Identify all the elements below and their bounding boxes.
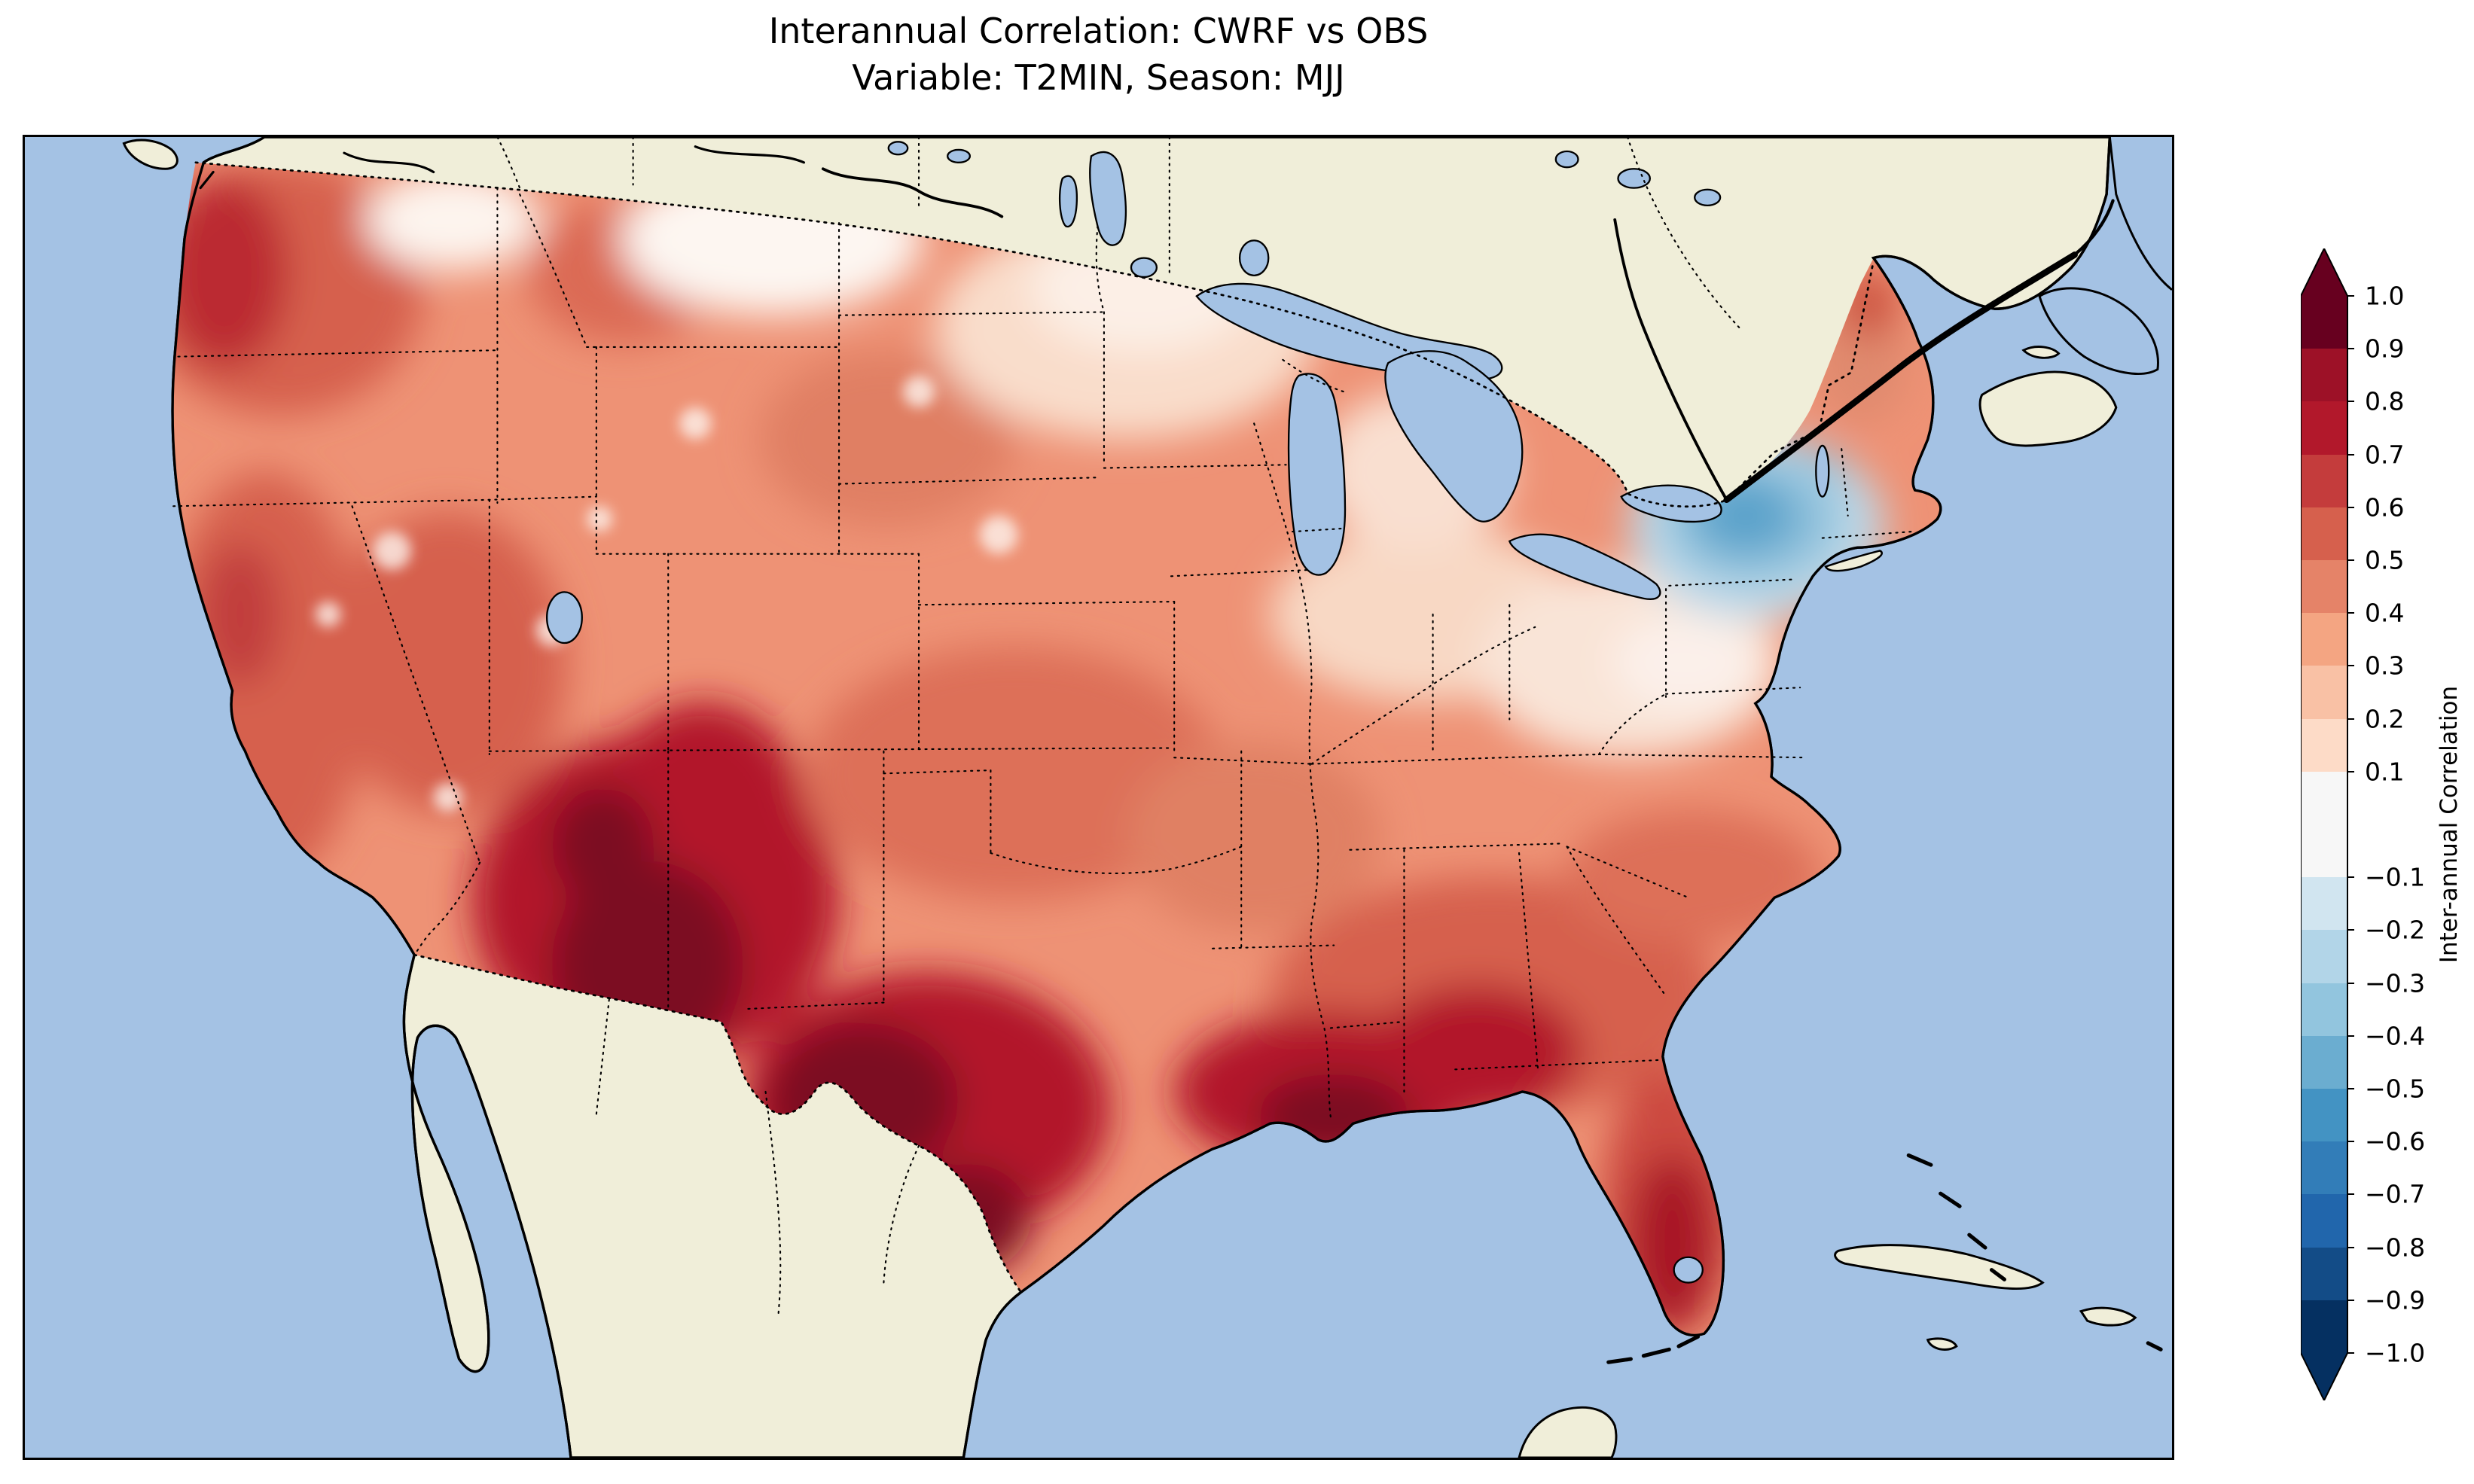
colorbar-tick-label: −0.1: [2365, 862, 2426, 892]
colorbar-segment: [2301, 772, 2347, 877]
lake-okeechobee: [1673, 1256, 1704, 1284]
coastline-overlay: [171, 137, 2112, 1458]
prince-edward-island: [2021, 346, 2061, 359]
province-borders: [496, 137, 1743, 1315]
colorbar-segment: [2301, 455, 2347, 507]
bc-coast-fjord-1: [199, 170, 215, 190]
florida-keys: [1606, 1334, 1700, 1364]
vancouver-island: [122, 139, 178, 170]
figure-title-line1: Interannual Correlation: CWRF vs OBS: [768, 11, 1429, 51]
state-borders: [172, 187, 1913, 1118]
colorbar-tick-label: 0.3: [2365, 651, 2405, 681]
colorbar-segment: [2301, 1194, 2347, 1248]
lake-erie: [1508, 533, 1661, 600]
colorbar: 1.0 0.9 0.8 0.7 0.6 0.5 0.4 0.3 0.2 0.1 …: [2289, 248, 2474, 1400]
colorbar-segment: [2301, 507, 2347, 560]
colorbar-tick-label: −0.7: [2365, 1179, 2426, 1209]
great-salt-lake: [545, 591, 583, 644]
antilles: [2146, 1341, 2163, 1351]
st-lawrence-river: [1723, 251, 2078, 504]
hispaniola: [2079, 1306, 2137, 1327]
us-mexico-border: [413, 953, 1023, 1294]
colorbar-segment: [2301, 1248, 2347, 1300]
colorbar-segment: [2301, 983, 2347, 1036]
island-chains: [1606, 1153, 2163, 1364]
colorbar-tick-label: 0.4: [2365, 598, 2405, 628]
colorbar-segment: [2301, 613, 2347, 666]
colorbar-tick-label: −0.3: [2365, 968, 2426, 998]
colorbar-tick-label: −0.4: [2365, 1021, 2426, 1051]
colorbar-segment: [2301, 1300, 2347, 1353]
figure-title-line2: Variable: T2MIN, Season: MJJ: [852, 57, 1345, 98]
colorb­ar-segment: [2301, 666, 2347, 719]
lake-winnipegosis: [1059, 175, 1078, 228]
us-canada-border: [194, 161, 1875, 508]
colorbar-segment: [2301, 1036, 2347, 1089]
colorbar-extend-over-triangle: [2301, 248, 2347, 296]
ottawa-river: [1613, 218, 1728, 501]
colorbar-tick-label: 1.0: [2365, 281, 2405, 311]
colorbar-extend-under-triangle: [2301, 1353, 2347, 1400]
jamaica: [1926, 1337, 1958, 1351]
colorbar-ticks: [2347, 295, 2354, 1354]
map-axes: [23, 135, 2174, 1460]
colorbar-tick-label: 0.2: [2365, 704, 2405, 734]
colorbar-segment: [2301, 349, 2347, 401]
prairie-lake-1: [887, 141, 909, 156]
figure-title: Interannual Correlation: CWRF vs OBS Var…: [23, 8, 2174, 101]
colorbar-segment: [2301, 1089, 2347, 1141]
islands: [122, 139, 2137, 1458]
lake-ontario: [1620, 484, 1722, 523]
colorbar-segment: [2301, 296, 2347, 349]
colorbar-segment: [2301, 877, 2347, 930]
colorbar-tick-label: −0.5: [2365, 1074, 2426, 1104]
lake-huron: [1384, 350, 1524, 523]
colorbar-segment: [2301, 401, 2347, 455]
nova-scotia: [1978, 370, 2118, 447]
colorbar-tick-label: 0.9: [2365, 334, 2405, 364]
prairie-lake-2: [947, 148, 972, 163]
colorbar-segment: [2301, 1141, 2347, 1194]
colorbar-tick-label: −1.0: [2365, 1338, 2426, 1368]
international-borders: [194, 161, 1875, 1294]
colorbar-segment: [2301, 930, 2347, 983]
colorbar-tick-label: 0.8: [2365, 386, 2405, 416]
lake-winnipeg: [1089, 151, 1127, 246]
long-island: [1824, 550, 1883, 572]
lake-champlain: [1815, 444, 1830, 498]
churchill-river: [694, 145, 806, 164]
lake-of-the-woods: [1130, 257, 1158, 279]
st-lawrence-estuary: [2073, 199, 2115, 257]
lake-nipigon: [1238, 239, 1270, 277]
gulf-of-st-lawrence: [2038, 137, 2172, 375]
cuba: [1834, 1244, 2045, 1291]
map-canvas: [25, 137, 2172, 1458]
colorbar-tick-label: −0.2: [2365, 915, 2426, 945]
colorbar-bar: [2301, 248, 2354, 1400]
yucatan: [1518, 1406, 1618, 1458]
colorbar-tick-label: 0.5: [2365, 545, 2405, 575]
quebec-lake-2: [1694, 188, 1722, 207]
colorbar-axis-label: Inter-annual Correlation: [2436, 685, 2463, 964]
lake-michigan: [1287, 373, 1347, 576]
ontario-lake: [1554, 150, 1579, 169]
bahamas: [1906, 1153, 2006, 1281]
colorbar-tick-label: −0.8: [2365, 1233, 2426, 1263]
colorbar-tick-label: 0.6: [2365, 492, 2405, 523]
bc-coast-fjord-2: [343, 151, 435, 174]
colorbar-tick-label: 0.1: [2365, 757, 2405, 787]
colorbar-segment: [2301, 719, 2347, 772]
correlation-blobs: [172, 162, 1909, 1336]
colorbar-tick-label: −0.9: [2365, 1285, 2426, 1315]
colorbar-segment: [2301, 560, 2347, 613]
rivers: [199, 145, 2115, 504]
quebec-lake-1: [1617, 168, 1652, 189]
colorbar-tick-label: 0.7: [2365, 440, 2405, 470]
colorbar-tick-label: −0.6: [2365, 1126, 2426, 1156]
